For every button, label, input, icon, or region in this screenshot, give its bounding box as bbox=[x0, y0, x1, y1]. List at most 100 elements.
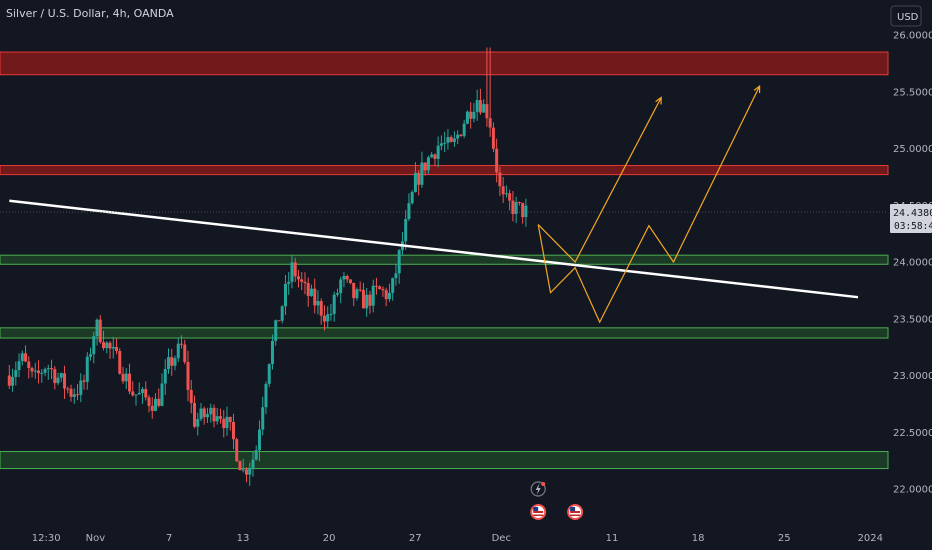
time-tick-label: 2024 bbox=[858, 533, 883, 544]
candle-body bbox=[186, 362, 190, 390]
candle-body bbox=[407, 203, 411, 219]
candle-body bbox=[293, 262, 297, 277]
time-tick-label: 7 bbox=[166, 533, 172, 544]
candle-body bbox=[215, 416, 219, 422]
currency-button[interactable]: USD bbox=[890, 5, 922, 27]
candle-body bbox=[212, 407, 216, 422]
candle-body bbox=[43, 369, 47, 373]
candle-body bbox=[69, 388, 73, 397]
candle-body bbox=[24, 353, 28, 362]
candle-body bbox=[37, 370, 41, 374]
candle-body bbox=[63, 373, 67, 389]
support-zone-2 bbox=[0, 254, 889, 265]
candle-body bbox=[303, 281, 307, 284]
candle-body bbox=[11, 376, 15, 386]
projection-path-0 bbox=[537, 97, 662, 264]
candle-body bbox=[436, 145, 440, 159]
price-tick-label: 22.50000 bbox=[893, 428, 932, 439]
price-tick-label: 23.00000 bbox=[893, 371, 932, 382]
events-layer[interactable] bbox=[530, 481, 584, 520]
symbol-title: Silver / U.S. Dollar, 4h, OANDA bbox=[6, 7, 174, 20]
candle-body bbox=[475, 100, 479, 112]
candle-body bbox=[514, 202, 518, 214]
candle-body bbox=[339, 279, 343, 294]
candle-body bbox=[121, 373, 125, 382]
price-tick-label: 25.50000 bbox=[893, 87, 932, 98]
candle-body bbox=[98, 319, 102, 343]
candle-body bbox=[218, 416, 222, 419]
candles-layer bbox=[7, 47, 528, 486]
candle-body bbox=[254, 450, 258, 460]
candle-body bbox=[413, 172, 417, 192]
candle-body bbox=[150, 405, 154, 411]
time-tick-label: 12:30 bbox=[32, 533, 61, 544]
candle-body bbox=[124, 373, 128, 382]
candle-body bbox=[85, 356, 89, 382]
us-flag-icon[interactable] bbox=[567, 504, 584, 520]
projection-path-1 bbox=[537, 85, 761, 324]
candle-body bbox=[134, 394, 138, 396]
candle-body bbox=[108, 342, 112, 349]
candle-body bbox=[417, 172, 421, 185]
candle-body bbox=[225, 416, 229, 429]
candle-body bbox=[348, 279, 352, 283]
candle-body bbox=[384, 290, 388, 300]
candle-body bbox=[40, 372, 44, 374]
candle-body bbox=[358, 289, 362, 291]
candle-body bbox=[511, 200, 515, 214]
candle-body bbox=[228, 416, 232, 423]
candle-body bbox=[244, 469, 248, 475]
candle-body bbox=[66, 388, 70, 390]
candle-body bbox=[79, 380, 83, 395]
candle-body bbox=[105, 342, 109, 349]
us-flag-icon[interactable] bbox=[530, 504, 547, 520]
candle-body bbox=[147, 397, 151, 406]
candle-body bbox=[283, 283, 287, 307]
candle-body bbox=[433, 154, 437, 159]
candle-body bbox=[326, 314, 330, 322]
candle-body bbox=[430, 154, 434, 158]
candle-body bbox=[141, 389, 145, 393]
candle-body bbox=[264, 383, 268, 408]
candle-body bbox=[72, 394, 76, 397]
time-tick-label: 13 bbox=[237, 533, 250, 544]
us-flag-icon-stripe bbox=[570, 514, 581, 516]
candle-body bbox=[170, 357, 174, 366]
candle-body bbox=[426, 157, 430, 171]
time-axis[interactable]: 12:30 Nov 7 13 20 27 Dec 11 18 25 2024 bbox=[32, 533, 883, 544]
candle-body bbox=[20, 353, 24, 362]
candle-body bbox=[157, 398, 161, 406]
candle-body bbox=[491, 127, 495, 149]
candle-body bbox=[332, 294, 336, 314]
candle-body bbox=[309, 288, 313, 296]
candle-body bbox=[352, 282, 356, 299]
candle-body bbox=[387, 292, 391, 300]
candle-body bbox=[306, 283, 310, 296]
candle-body bbox=[391, 278, 395, 293]
candle-body bbox=[368, 294, 372, 306]
candle-body bbox=[322, 315, 326, 322]
candle-body bbox=[14, 369, 18, 377]
price-tick-label: 24.00000 bbox=[893, 258, 932, 269]
candle-body bbox=[316, 301, 320, 306]
time-tick-label: Dec bbox=[492, 533, 511, 544]
lightning-icon[interactable] bbox=[530, 481, 546, 497]
candle-body bbox=[118, 351, 122, 374]
candle-body bbox=[472, 111, 476, 119]
candle-body bbox=[456, 134, 460, 139]
candle-body bbox=[449, 137, 453, 142]
candle-body bbox=[361, 289, 365, 309]
us-flag-icon-stripe bbox=[533, 511, 544, 513]
candle-body bbox=[92, 336, 96, 355]
candle-body bbox=[235, 439, 239, 462]
candle-body bbox=[443, 142, 447, 144]
us-flag-icon-stripe bbox=[533, 514, 544, 516]
candle-body bbox=[82, 380, 86, 382]
candle-body bbox=[504, 193, 508, 195]
candle-body bbox=[261, 407, 265, 430]
candle-body bbox=[270, 340, 274, 365]
candle-body bbox=[296, 276, 300, 280]
price-tick-label: 26.00000 bbox=[893, 31, 932, 42]
candle-body bbox=[277, 320, 281, 322]
